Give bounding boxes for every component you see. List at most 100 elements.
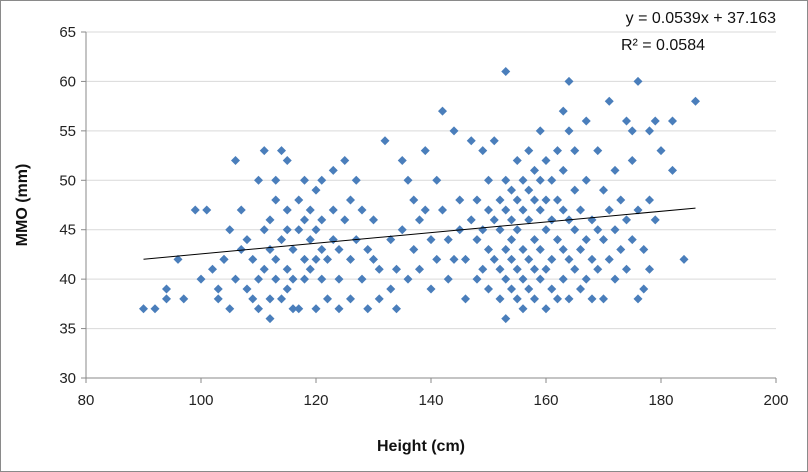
data-point — [438, 106, 447, 116]
data-point — [409, 195, 419, 205]
data-point — [225, 304, 235, 314]
data-point — [547, 175, 557, 185]
data-point — [271, 195, 281, 205]
data-point — [564, 76, 574, 86]
data-point — [501, 67, 511, 77]
data-point — [501, 274, 511, 284]
data-point — [254, 175, 263, 185]
data-point — [288, 304, 298, 314]
data-point — [265, 215, 275, 225]
x-tick-label: 160 — [533, 392, 558, 409]
data-point — [530, 165, 539, 175]
data-point — [311, 254, 321, 264]
data-point — [558, 165, 568, 175]
data-point — [587, 294, 597, 304]
data-point — [524, 185, 534, 195]
data-point — [386, 284, 396, 294]
data-point — [570, 264, 580, 274]
data-point — [179, 294, 189, 304]
data-point — [535, 274, 545, 284]
data-point — [570, 225, 580, 235]
data-point — [587, 254, 597, 264]
data-point — [622, 264, 631, 274]
data-point — [403, 175, 413, 185]
data-point — [541, 304, 551, 314]
data-point — [346, 195, 355, 205]
data-point — [501, 244, 511, 254]
data-point — [593, 264, 603, 274]
data-point — [622, 116, 631, 126]
data-point — [507, 215, 516, 225]
data-point — [650, 215, 660, 225]
data-point — [248, 254, 258, 264]
data-point — [219, 254, 229, 264]
data-point — [570, 146, 580, 156]
data-point — [271, 274, 281, 284]
data-point — [547, 254, 557, 264]
gridlines — [86, 31, 776, 330]
data-point — [472, 195, 482, 205]
data-point — [213, 294, 223, 304]
data-point — [288, 274, 298, 284]
data-point — [449, 126, 459, 136]
data-point — [271, 254, 281, 264]
data-point — [363, 304, 373, 314]
data-point — [323, 254, 332, 264]
data-point — [604, 254, 614, 264]
data-point — [645, 126, 654, 136]
data-point — [581, 235, 591, 245]
data-point — [369, 215, 378, 225]
data-point — [541, 156, 551, 166]
data-point — [248, 294, 258, 304]
data-point — [599, 294, 608, 304]
data-point — [328, 205, 338, 215]
data-point — [627, 235, 637, 245]
data-point — [271, 175, 281, 185]
data-point — [328, 165, 338, 175]
data-point — [311, 185, 321, 195]
data-point — [633, 205, 643, 215]
data-point — [616, 244, 626, 254]
data-point — [259, 264, 269, 274]
data-point — [610, 165, 620, 175]
data-point — [593, 225, 603, 235]
data-point — [282, 205, 292, 215]
data-point — [558, 205, 568, 215]
data-point — [300, 254, 309, 264]
data-point — [581, 116, 591, 126]
data-point — [392, 264, 401, 274]
data-point — [576, 284, 585, 294]
data-point — [455, 195, 465, 205]
data-point — [311, 225, 321, 235]
data-point — [599, 185, 608, 195]
data-point — [340, 215, 350, 225]
data-point — [553, 146, 562, 156]
data-point — [265, 244, 275, 254]
data-point — [397, 225, 407, 235]
data-point — [507, 185, 516, 195]
data-point — [208, 264, 217, 274]
data-point — [535, 205, 545, 215]
data-point — [478, 225, 488, 235]
data-point — [495, 264, 505, 274]
data-point — [334, 304, 344, 314]
data-point — [518, 304, 528, 314]
data-point — [277, 235, 286, 245]
data-point — [162, 284, 171, 294]
data-point — [489, 136, 499, 146]
data-point — [420, 205, 430, 215]
data-point — [581, 274, 591, 284]
data-point — [282, 225, 292, 235]
data-point — [162, 294, 171, 304]
data-point — [604, 205, 614, 215]
x-tick-label: 80 — [78, 392, 95, 409]
data-point — [524, 215, 534, 225]
data-point — [558, 274, 568, 284]
data-point — [357, 274, 367, 284]
data-point — [415, 264, 424, 274]
data-point — [374, 264, 384, 274]
data-point — [524, 146, 534, 156]
data-point — [231, 274, 240, 284]
data-point — [466, 136, 476, 146]
